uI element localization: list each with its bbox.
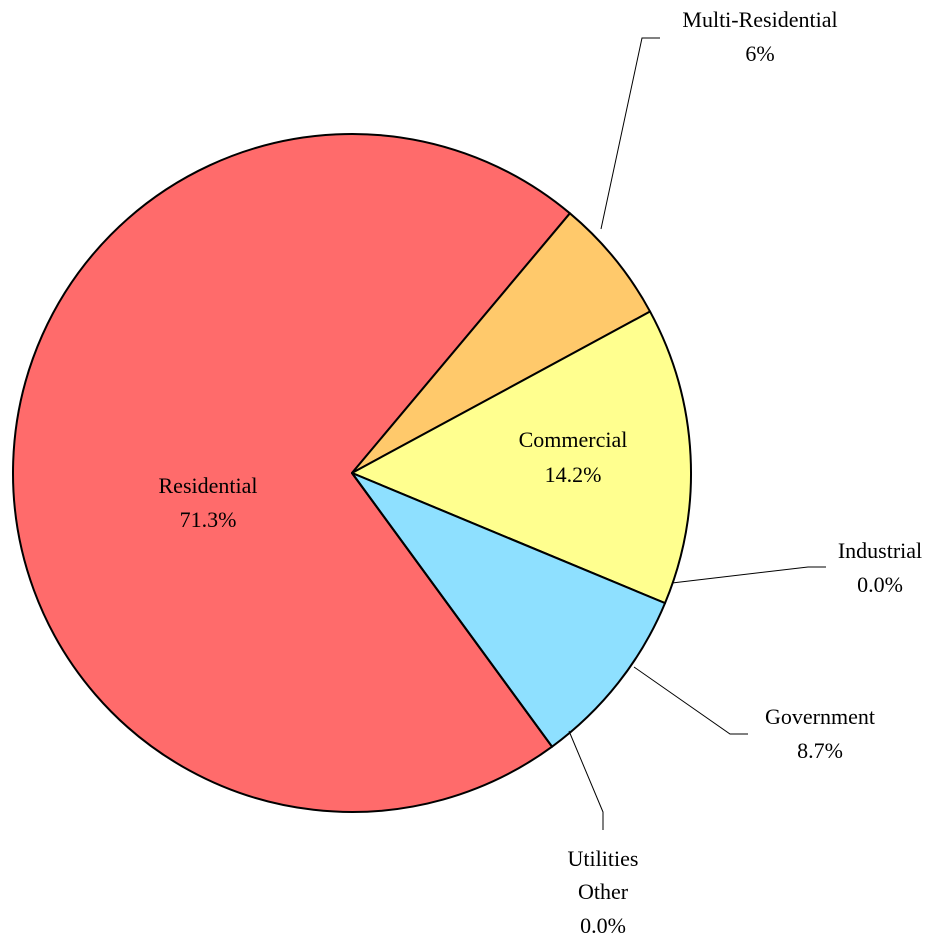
slice-value-residential: 71.3% [180, 507, 237, 532]
slice-value-commercial: 14.2% [545, 462, 602, 487]
leader-line-multi-residential [600, 37, 660, 230]
pie-slice-multi-residential [351, 212, 652, 474]
slice-labels: Residential 71.3% Multi-Residential 6% C… [159, 7, 923, 938]
slice-value-industrial: 0.0% [857, 572, 903, 597]
slice-label-utilities-line2: Other [578, 879, 629, 904]
slice-value-government: 8.7% [797, 738, 843, 763]
slice-label-government: Government [765, 704, 875, 729]
leader-lines [568, 37, 826, 830]
pie-slices [12, 133, 692, 813]
pie-slice-government [351, 472, 667, 748]
leader-line-industrial [671, 566, 826, 584]
slice-label-industrial: Industrial [838, 538, 922, 563]
slice-value-multi-residential: 6% [745, 41, 774, 66]
slice-label-utilities-line1: Utilities [568, 846, 639, 871]
pie-slice-residential [12, 133, 571, 813]
pie-slice-commercial [351, 310, 692, 605]
slice-label-residential: Residential [159, 473, 258, 498]
slice-label-multi-residential: Multi-Residential [682, 7, 837, 32]
slice-value-utilities-other: 0.0% [580, 913, 626, 938]
slice-label-commercial: Commercial [519, 427, 628, 452]
leader-line-utilities-other [568, 730, 604, 830]
leader-line-government [633, 666, 748, 735]
pie-slice-utilities-other [351, 472, 553, 748]
